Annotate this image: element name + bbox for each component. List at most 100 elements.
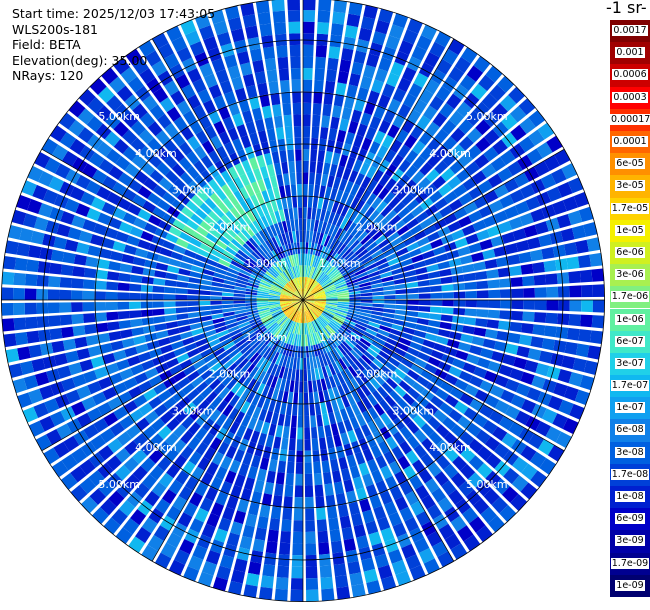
range-gate-cell — [303, 288, 306, 300]
range-gate-cell — [198, 305, 211, 311]
range-gate-cell — [444, 533, 461, 550]
range-gate-cell — [225, 210, 237, 223]
range-gate-cell — [256, 154, 266, 168]
range-gate-cell — [339, 118, 350, 132]
range-gate-cell — [181, 382, 195, 395]
range-gate-cell — [324, 307, 337, 313]
range-gate-cell — [148, 449, 164, 464]
range-gate-cell — [278, 366, 285, 379]
range-gate-cell — [148, 508, 165, 524]
range-gate-cell — [362, 473, 374, 487]
range-gate-cell — [179, 359, 193, 370]
range-ring-label: 4.00km — [429, 147, 471, 160]
range-gate-cell — [325, 325, 335, 336]
range-gate-cell — [268, 459, 278, 472]
range-gate-cell — [195, 413, 209, 427]
range-gate-cell — [307, 265, 312, 278]
range-gate-cell — [353, 50, 367, 65]
range-gate-cell — [424, 402, 439, 416]
range-gate-cell — [474, 270, 488, 281]
range-gate-cell — [465, 233, 479, 245]
range-gate-cell — [148, 243, 162, 254]
range-gate-cell — [372, 300, 385, 304]
range-gate-cell — [384, 149, 397, 163]
range-gate-cell — [16, 194, 32, 211]
range-gate-cell — [332, 348, 341, 360]
range-gate-cell — [360, 296, 373, 300]
range-gate-cell — [238, 438, 249, 452]
range-gate-cell — [210, 296, 222, 300]
range-gate-cell — [201, 560, 217, 576]
range-gate-cell — [5, 348, 20, 363]
range-gate-cell — [101, 237, 115, 249]
range-gate-cell — [256, 468, 267, 482]
range-gate-cell — [250, 207, 261, 220]
range-gate-cell — [407, 387, 421, 400]
range-gate-cell — [463, 272, 476, 282]
range-gate-cell — [116, 482, 133, 499]
range-gate-cell — [101, 353, 116, 365]
range-gate-cell — [405, 406, 418, 420]
range-gate-cell — [566, 327, 580, 341]
range-gate-cell — [294, 300, 303, 309]
range-gate-cell — [221, 304, 234, 309]
range-gate-cell — [476, 280, 489, 290]
range-gate-cell — [396, 247, 409, 257]
range-gate-cell — [155, 262, 169, 272]
range-gate-cell — [76, 385, 92, 400]
range-gate-cell — [194, 481, 209, 497]
range-gate-cell — [138, 129, 154, 145]
range-gate-cell — [269, 289, 281, 294]
range-gate-cell — [251, 251, 262, 262]
range-gate-cell — [280, 294, 292, 298]
range-gate-cell — [328, 375, 337, 388]
range-gate-cell — [113, 406, 128, 421]
range-gate-cell — [372, 213, 385, 226]
range-gate-cell — [368, 321, 381, 329]
range-gate-cell — [133, 394, 148, 408]
range-gate-cell — [295, 277, 300, 289]
range-gate-cell — [348, 2, 363, 16]
range-gate-cell — [293, 520, 303, 532]
range-gate-cell — [261, 372, 270, 385]
range-gate-cell — [536, 142, 553, 159]
range-gate-cell — [223, 431, 235, 445]
range-gate-cell — [239, 186, 250, 200]
range-gate-cell — [379, 490, 393, 505]
range-gate-cell — [252, 538, 265, 553]
range-gate-cell — [259, 312, 272, 319]
range-gate-cell — [386, 337, 399, 347]
range-gate-cell — [187, 67, 202, 83]
range-gate-cell — [553, 339, 567, 353]
range-gate-cell — [50, 125, 67, 143]
range-gate-cell — [306, 265, 310, 278]
range-gate-cell — [226, 362, 238, 374]
range-gate-cell — [183, 566, 200, 582]
range-gate-cell — [385, 209, 397, 222]
range-gate-cell — [284, 184, 292, 197]
range-gate-cell — [257, 290, 269, 295]
range-gate-cell — [211, 313, 224, 320]
range-gate-cell — [454, 401, 469, 415]
range-gate-cell — [367, 407, 379, 420]
range-gate-cell — [518, 98, 536, 116]
range-gate-cell — [307, 310, 313, 322]
range-gate-cell — [209, 378, 221, 391]
range-gate-cell — [325, 302, 338, 306]
range-gate-cell — [222, 288, 235, 293]
range-gate-cell — [371, 310, 384, 317]
range-gate-cell — [332, 470, 342, 484]
range-gate-cell — [309, 322, 314, 334]
range-gate-cell — [303, 300, 315, 302]
range-gate-cell — [326, 236, 334, 249]
range-gate-cell — [311, 438, 319, 451]
range-gate-cell — [463, 92, 480, 109]
range-gate-cell — [334, 312, 347, 319]
range-gate-cell — [229, 223, 241, 235]
range-gate-cell — [303, 44, 314, 57]
range-gate-cell — [155, 498, 171, 515]
range-gate-cell — [191, 328, 204, 336]
range-gate-cell — [459, 254, 473, 265]
range-gate-cell — [304, 404, 310, 416]
range-gate-cell — [233, 39, 248, 54]
